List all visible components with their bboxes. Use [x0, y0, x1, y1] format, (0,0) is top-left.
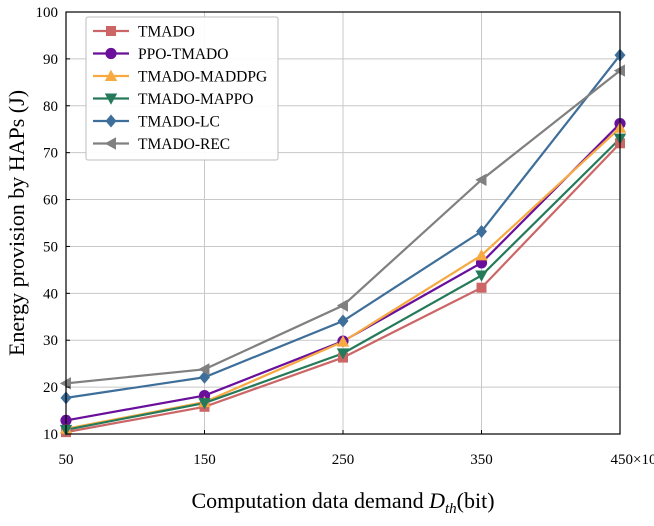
y-tick-label: 50	[43, 239, 58, 255]
legend: TMADO PPO-TMADO TMADO-MADDPG TMADO-MAPPO TMA…	[85, 16, 279, 161]
x-axis: 50 150 250 350 450	[59, 430, 634, 468]
data-point-tmado-rec	[336, 299, 348, 312]
legend-label-tmado-maddpg: TMADO-MADDPG	[138, 69, 267, 86]
y-axis: 10 20 30 40 50 60 70 80 90 100	[36, 5, 70, 443]
data-point-tmado-rec	[475, 173, 487, 187]
data-point-tmado-rec	[59, 377, 71, 390]
data-point-tmado-maddpg	[336, 335, 350, 347]
x-axis-label-text: Computation data demand	[191, 488, 423, 513]
x-axis-label: Computation data demand Dth(bit)	[191, 488, 494, 517]
x-axis-multiplier: ×10³	[633, 452, 654, 468]
data-point-tmado-maddpg	[475, 249, 488, 261]
y-tick-label: 80	[43, 99, 58, 115]
legend-box	[85, 16, 279, 161]
data-point-tmado-rec	[198, 363, 210, 376]
legend-marker-tmado-mappo	[104, 93, 118, 105]
data-point-tmado-mappo	[336, 348, 350, 360]
y-tick-label: 100	[36, 5, 59, 21]
x-tick-label: 150	[193, 452, 216, 468]
y-tick-label: 10	[43, 427, 58, 443]
legend-marker-tmado-lc	[105, 114, 117, 128]
data-point-tmado-lc	[476, 224, 487, 238]
data-point-tmado-lc	[337, 314, 349, 328]
legend-marker-tmado-rec	[104, 137, 116, 150]
data-point-tmado-rec	[613, 64, 625, 77]
x-axis-label-subscript: th	[445, 501, 457, 517]
y-tick-label: 90	[43, 52, 58, 68]
x-axis-label-unit: (bit)	[457, 488, 495, 513]
y-tick-label: 60	[43, 193, 58, 209]
data-point-tmado-mappo	[475, 270, 488, 282]
x-tick-label: 450	[611, 452, 634, 468]
legend-label-ppo-tmado: PPO-TMADO	[138, 46, 228, 63]
data-point-tmado-mappo	[198, 398, 211, 410]
y-tick-label: 70	[43, 146, 58, 162]
y-tick-label: 30	[43, 333, 58, 349]
data-point-tmado	[476, 282, 487, 293]
y-tick-label: 20	[43, 380, 58, 396]
legend-label-tmado-lc: TMADO-LC	[138, 114, 220, 131]
legend-marker-tmado-maddpg	[104, 69, 118, 81]
legend-label-tmado-mappo: TMADO-MAPPO	[138, 91, 253, 108]
x-axis-label-symbol: D	[428, 488, 445, 513]
legend-label-tmado-rec: TMADO-REC	[138, 136, 230, 153]
legend-marker-ppo-tmado	[105, 47, 117, 60]
x-tick-label: 250	[332, 452, 355, 468]
legend-label-tmado: TMADO	[138, 24, 195, 41]
x-tick-label: 350	[470, 452, 493, 468]
x-tick-label: 50	[59, 452, 74, 468]
y-axis-label: Energy provision by HAPs (J)	[4, 90, 29, 356]
y-tick-label: 40	[43, 286, 58, 302]
legend-marker-tmado	[106, 26, 116, 36]
